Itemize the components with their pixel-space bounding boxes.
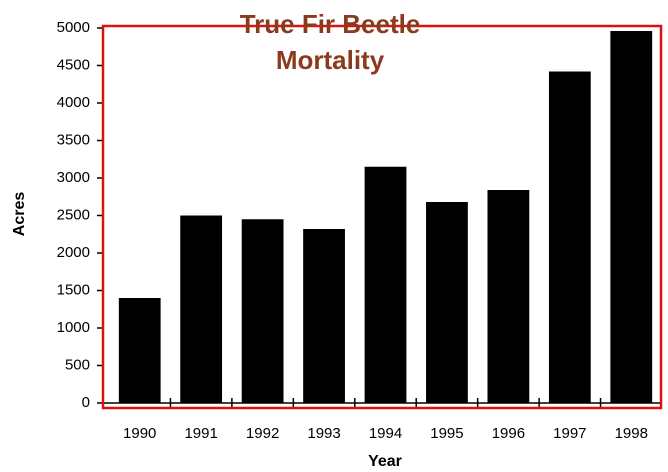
bar xyxy=(548,71,591,403)
chart-title: Mortality xyxy=(276,45,385,75)
x-tick-label: 1994 xyxy=(369,425,402,442)
bar xyxy=(426,202,468,403)
x-tick-label: 1995 xyxy=(430,425,463,442)
y-tick-label: 500 xyxy=(65,356,90,373)
x-tick-label: 1992 xyxy=(246,425,279,442)
y-axis-label: Acres xyxy=(11,192,28,237)
plot-frame xyxy=(101,24,663,410)
y-tick-label: 2500 xyxy=(57,206,90,223)
bar xyxy=(364,166,407,403)
x-tick-label: 1990 xyxy=(123,425,156,442)
bar xyxy=(118,298,161,403)
y-tick-label: 1000 xyxy=(57,319,90,336)
y-tick-label: 4000 xyxy=(57,94,90,111)
y-tick-label: 4500 xyxy=(57,56,90,73)
y-tick-label: 3000 xyxy=(57,169,90,186)
y-tick-label: 3500 xyxy=(57,131,90,148)
y-tick-label: 2000 xyxy=(57,244,90,261)
bar xyxy=(610,31,653,403)
x-tick-label: 1993 xyxy=(307,425,340,442)
bar xyxy=(241,219,284,403)
x-tick-label: 1996 xyxy=(492,425,525,442)
x-axis-label: Year xyxy=(368,453,402,470)
bar xyxy=(180,215,223,403)
bar xyxy=(303,229,345,403)
y-tick-label: 5000 xyxy=(57,19,90,36)
chart-title: True Fir Beetle xyxy=(240,9,421,39)
x-tick-label: 1998 xyxy=(615,425,648,442)
x-tick-label: 1997 xyxy=(553,425,586,442)
y-tick-label: 0 xyxy=(82,394,90,411)
bar xyxy=(487,190,530,403)
x-tick-label: 1991 xyxy=(184,425,217,442)
y-tick-label: 1500 xyxy=(57,281,90,298)
